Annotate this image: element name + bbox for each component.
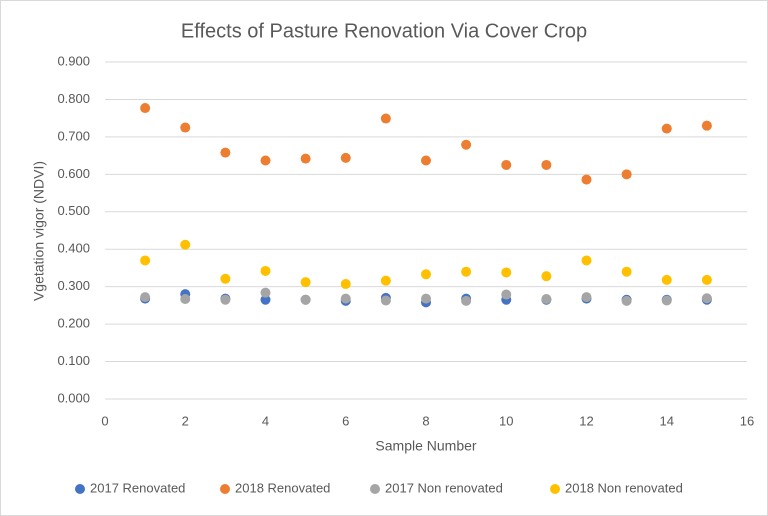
legend-label: 2017 Renovated — [90, 480, 185, 495]
point — [380, 113, 391, 124]
point — [461, 139, 472, 150]
point — [380, 275, 391, 286]
point — [340, 279, 351, 290]
point — [380, 295, 391, 306]
point — [220, 294, 231, 305]
point — [581, 255, 592, 266]
point — [260, 287, 271, 298]
legend-marker — [550, 484, 560, 494]
x-tick-label: 14 — [660, 413, 674, 428]
point — [421, 155, 431, 166]
legend-label: 2017 Non renovated — [385, 480, 503, 495]
point — [501, 289, 512, 300]
x-axis-title: Sample Number — [375, 438, 476, 454]
x-tick-label: 4 — [262, 413, 269, 428]
point — [340, 293, 351, 304]
point — [541, 159, 552, 170]
x-tick-label: 12 — [579, 413, 593, 428]
point — [300, 277, 311, 288]
point — [701, 293, 712, 304]
point — [541, 294, 552, 305]
point — [621, 169, 632, 180]
y-tick-label: 0.600 — [57, 166, 90, 181]
point — [421, 293, 431, 304]
point — [461, 295, 472, 306]
point — [260, 265, 271, 276]
point — [421, 269, 431, 280]
point — [501, 267, 512, 278]
point — [461, 266, 472, 277]
point — [140, 292, 151, 303]
point — [661, 123, 672, 134]
point — [581, 292, 592, 303]
legend-label: 2018 Non renovated — [565, 480, 683, 495]
point — [661, 274, 672, 285]
point — [140, 103, 151, 114]
x-tick-label: 16 — [740, 413, 754, 428]
point — [300, 294, 311, 305]
y-tick-label: 0.400 — [57, 241, 90, 256]
legend-marker — [75, 484, 85, 494]
point — [260, 155, 271, 166]
point — [621, 295, 632, 306]
y-axis-title: Vgetation vigor (NDVI) — [31, 161, 47, 301]
point — [180, 239, 191, 250]
point — [581, 174, 592, 185]
point — [661, 295, 672, 306]
point — [220, 147, 231, 158]
legend-label: 2018 Renovated — [235, 480, 330, 495]
point — [501, 159, 512, 170]
legend-marker — [370, 484, 380, 494]
point — [701, 120, 712, 131]
y-tick-label: 0.100 — [57, 353, 90, 368]
chart-title: Effects of Pasture Renovation Via Cover … — [181, 20, 587, 42]
x-tick-label: 8 — [422, 413, 429, 428]
point — [260, 294, 271, 305]
x-tick-label: 0 — [101, 413, 108, 428]
point — [140, 255, 151, 266]
y-tick-label: 0.700 — [57, 128, 90, 143]
x-tick-label: 2 — [182, 413, 189, 428]
point — [621, 266, 632, 277]
y-tick-label: 0.500 — [57, 203, 90, 218]
y-tick-label: 0.900 — [57, 53, 90, 68]
point — [180, 122, 191, 133]
point — [701, 274, 712, 285]
point — [300, 153, 311, 164]
y-tick-label: 0.300 — [57, 278, 90, 293]
y-tick-label: 0.800 — [57, 91, 90, 106]
point — [180, 294, 191, 305]
point — [541, 271, 552, 282]
point — [340, 152, 351, 163]
x-tick-label: 6 — [342, 413, 349, 428]
x-tick-label: 10 — [499, 413, 513, 428]
point — [220, 273, 231, 284]
y-tick-label: 0.000 — [57, 390, 90, 405]
y-tick-label: 0.200 — [57, 316, 90, 331]
legend-marker — [220, 484, 230, 494]
